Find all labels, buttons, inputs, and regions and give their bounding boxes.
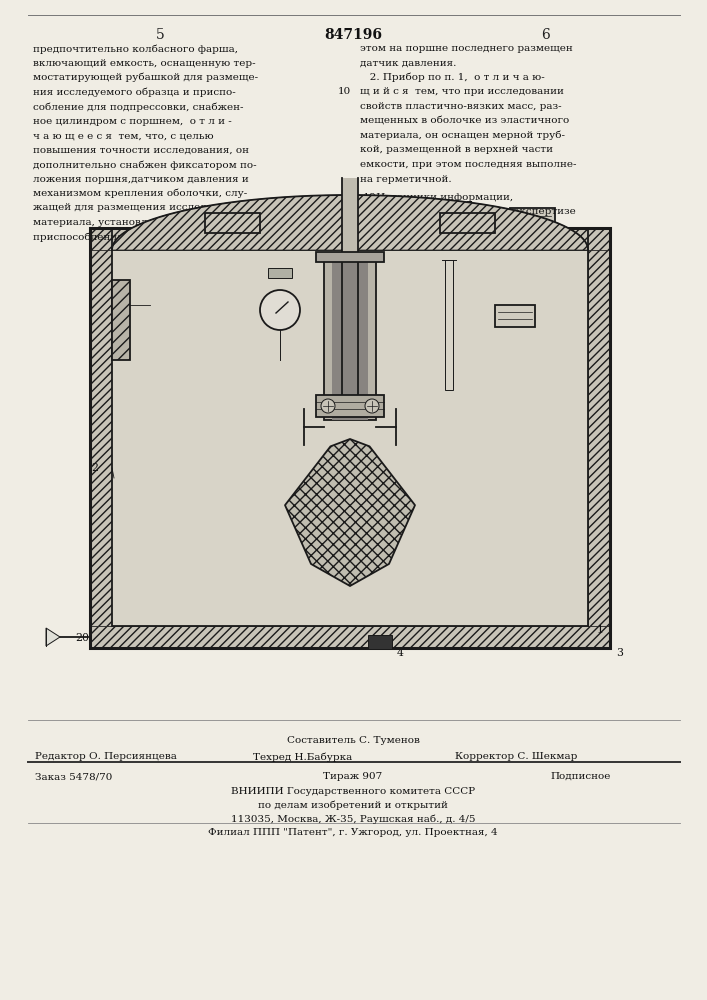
Text: предпочтительно колбасного фарша,: предпочтительно колбасного фарша, [33, 44, 238, 53]
Bar [368, 635, 392, 649]
Text: материала, он оснащен мерной труб-: материала, он оснащен мерной труб- [360, 131, 565, 140]
Bar [205, 213, 260, 233]
Text: 15: 15 [458, 345, 472, 355]
Text: Филиал ППП "Патент", г. Ужгород, ул. Проектная, 4: Филиал ППП "Патент", г. Ужгород, ул. Про… [208, 828, 498, 837]
Text: дополнительно снабжен фиксатором по-: дополнительно снабжен фиксатором по- [33, 160, 257, 169]
Text: Корректор С. Шекмар: Корректор С. Шекмар [455, 752, 578, 761]
Bar [342, 178, 358, 410]
Text: 14: 14 [313, 460, 327, 470]
Text: 12: 12 [363, 522, 377, 532]
Text: 6: 6 [136, 295, 144, 305]
Text: щ и й с я  тем, что при исследовании: щ и й с я тем, что при исследовании [360, 88, 564, 97]
Text: приспособления для подпрессовки, при: приспособления для подпрессовки, при [33, 232, 253, 242]
Text: ч а ю щ е е с я  тем, что, с целью: ч а ю щ е е с я тем, что, с целью [33, 131, 214, 140]
Text: на герметичной.: на герметичной. [360, 174, 452, 184]
Bar [495, 305, 535, 327]
Bar [90, 228, 610, 648]
Text: 5: 5 [428, 283, 436, 293]
Text: механизмом крепления оболочки, слу-: механизмом крепления оболочки, слу- [33, 189, 247, 198]
Text: 2. Прибор по п. 1,  о т л и ч а ю-: 2. Прибор по п. 1, о т л и ч а ю- [360, 73, 545, 83]
Text: 10: 10 [338, 88, 351, 97]
Polygon shape [285, 439, 415, 586]
Bar [90, 228, 610, 250]
Text: Составитель С. Туменов: Составитель С. Туменов [286, 736, 419, 745]
Text: свойств пластично-вязких масс, раз-: свойств пластично-вязких масс, раз- [360, 102, 561, 111]
Bar [440, 213, 495, 233]
Text: материала, установленным на цилиндре: материала, установленным на цилиндре [33, 218, 257, 227]
Text: Редактор О. Персиянцева: Редактор О. Персиянцева [35, 752, 177, 761]
Polygon shape [46, 628, 60, 646]
Text: 4: 4 [397, 648, 404, 658]
Text: 17: 17 [460, 201, 474, 211]
Text: 11: 11 [401, 427, 415, 437]
Text: жащей для размещения исследуемого: жащей для размещения исследуемого [33, 204, 245, 213]
Text: 2: 2 [91, 463, 98, 473]
Text: 1: 1 [597, 625, 604, 635]
Text: 10: 10 [368, 263, 382, 273]
Bar [332, 260, 368, 420]
Text: ния исследуемого образца и приспо-: ния исследуемого образца и приспо- [33, 88, 235, 97]
Bar [268, 268, 292, 278]
Text: Заказ 5478/70: Заказ 5478/70 [35, 772, 112, 781]
Text: включающий емкость, оснащенную тер-: включающий емкость, оснащенную тер- [33, 58, 256, 68]
Bar [112, 250, 588, 626]
Text: Источники информации,: Источники информации, [360, 193, 513, 202]
Text: Техред Н.Бабурка: Техред Н.Бабурка [253, 752, 352, 762]
Bar [324, 255, 376, 420]
Bar [316, 252, 384, 262]
Bar [90, 250, 112, 626]
Text: 3: 3 [617, 648, 624, 658]
Text: мостатирующей рубашкой для размеще-: мостатирующей рубашкой для размеще- [33, 73, 258, 83]
Text: 113035, Москва, Ж-35, Раушская наб., д. 4/5: 113035, Москва, Ж-35, Раушская наб., д. … [230, 815, 475, 824]
Text: Подписное: Подписное [550, 772, 610, 781]
Text: ВНИИПИ Государственного комитета СССР: ВНИИПИ Государственного комитета СССР [231, 787, 475, 796]
Text: 13: 13 [333, 485, 347, 495]
Text: 19: 19 [363, 193, 377, 203]
Bar [445, 260, 453, 390]
Text: по делам изобретений и открытий: по делам изобретений и открытий [258, 801, 448, 810]
Text: 7: 7 [249, 305, 255, 315]
Text: 9: 9 [351, 390, 358, 400]
Text: принятые во внимание при экспертизе: принятые во внимание при экспертизе [360, 208, 575, 217]
Text: ное цилиндром с поршнем,  о т л и -: ное цилиндром с поршнем, о т л и - [33, 116, 232, 125]
Text: датчик давления.: датчик давления. [360, 58, 457, 68]
Text: 6: 6 [541, 28, 549, 42]
Text: мещенных в оболочке из эластичного: мещенных в оболочке из эластичного [360, 116, 569, 125]
Text: 20: 20 [75, 633, 89, 643]
Text: 8: 8 [361, 402, 368, 412]
Text: 1. Авторское свидетельство СССР: 1. Авторское свидетельство СССР [360, 225, 556, 234]
Circle shape [260, 290, 300, 330]
Bar [510, 208, 555, 236]
Text: этом на поршне последнего размещен: этом на поршне последнего размещен [360, 44, 573, 53]
Text: 847196: 847196 [324, 28, 382, 42]
Text: 16: 16 [225, 215, 239, 225]
Bar [90, 626, 610, 648]
Bar [316, 395, 384, 417]
Text: № 419792, кл. G 01 N 33/12, 1972.: № 419792, кл. G 01 N 33/12, 1972. [360, 239, 546, 248]
Bar [205, 213, 260, 233]
Bar [112, 280, 130, 360]
Bar [588, 250, 610, 626]
Text: емкости, при этом последняя выполне-: емкости, при этом последняя выполне- [360, 160, 576, 169]
Circle shape [365, 399, 379, 413]
Text: Тираж 907: Тираж 907 [323, 772, 382, 781]
Bar [440, 213, 495, 233]
Text: кой, размещенной в верхней части: кой, размещенной в верхней части [360, 145, 553, 154]
Text: повышения точности исследования, он: повышения точности исследования, он [33, 145, 249, 154]
Text: ложения поршня,датчиком давления и: ложения поршня,датчиком давления и [33, 174, 249, 184]
Text: 18: 18 [538, 311, 552, 321]
Circle shape [321, 399, 335, 413]
Text: собление для подпрессовки, снабжен-: собление для подпрессовки, снабжен- [33, 102, 243, 111]
Text: 5: 5 [156, 28, 164, 42]
